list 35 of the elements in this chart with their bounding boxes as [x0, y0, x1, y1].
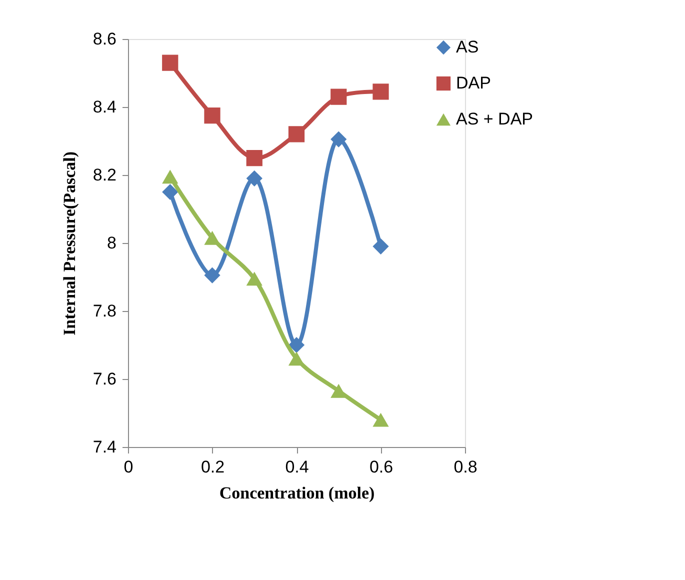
- point: [288, 336, 305, 354]
- point: [246, 272, 262, 286]
- y-tick-label: 8: [107, 234, 116, 252]
- x-axis-title: Concentration (mole): [219, 484, 375, 502]
- y-tick-label: 8.6: [92, 30, 116, 48]
- point: [372, 84, 389, 100]
- y-tick-label: 7.8: [92, 302, 116, 320]
- point: [246, 170, 262, 186]
- point: [204, 230, 220, 245]
- point: [330, 384, 347, 398]
- y-axis-title: Internal Pressure(Pascal): [60, 152, 79, 336]
- x-tick-label: 0: [124, 458, 134, 476]
- point: [372, 238, 389, 254]
- x-tick-label: 0.8: [454, 458, 478, 476]
- y-tick-label: 7.6: [92, 370, 116, 388]
- x-tick-label: 0.2: [200, 458, 225, 476]
- legend-label: DAP: [456, 74, 491, 92]
- y-tick-label: 7.4: [92, 438, 116, 456]
- point: [330, 88, 347, 105]
- point: [162, 170, 178, 184]
- legend-label: AS: [456, 38, 479, 56]
- y-tick-label: 8.2: [92, 166, 116, 184]
- point: [246, 150, 262, 166]
- point: [288, 352, 305, 366]
- point: [288, 126, 305, 142]
- point: [162, 184, 178, 200]
- point: [372, 412, 389, 427]
- y-tick-label: 8.4: [92, 98, 116, 116]
- x-tick-label: 0.6: [369, 458, 394, 476]
- legend-label: AS + DAP: [456, 110, 534, 128]
- point: [204, 267, 220, 284]
- point: [162, 54, 178, 71]
- point: [204, 107, 220, 124]
- x-tick-label: 0.4: [285, 458, 309, 476]
- point: [330, 131, 347, 148]
